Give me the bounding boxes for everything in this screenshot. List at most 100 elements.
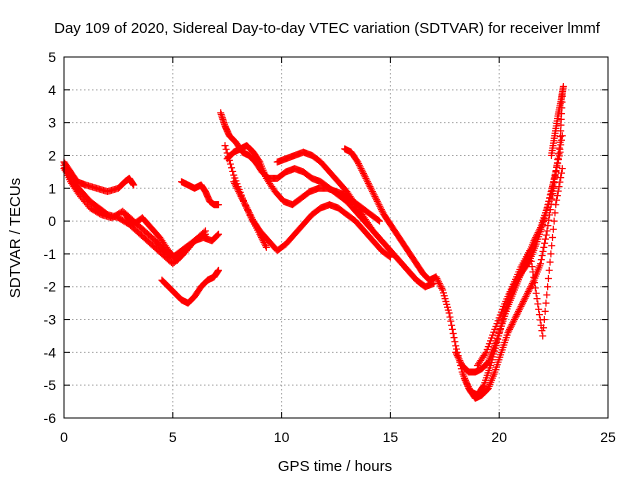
data-point xyxy=(463,380,471,388)
data-point xyxy=(557,174,565,182)
plot-frame xyxy=(63,56,609,419)
data-point xyxy=(462,378,470,386)
data-point xyxy=(224,153,232,161)
data-point xyxy=(558,165,566,173)
x-tick-label: 0 xyxy=(60,429,68,445)
data-point xyxy=(542,231,550,239)
axis-ticks: 0 5 10 15 20 25 -6 -5 -4 -3 -2 -1 0 1 2 3 4 5 xyxy=(44,49,616,445)
series-arc-16 xyxy=(547,83,567,159)
data-point xyxy=(464,381,472,389)
data-point xyxy=(529,268,537,276)
y-tick-label: -5 xyxy=(44,377,57,393)
data-point xyxy=(495,332,503,340)
data-point xyxy=(546,258,554,266)
data-point xyxy=(557,169,565,177)
y-tick-label: 2 xyxy=(48,147,56,163)
data-point xyxy=(461,376,469,384)
data-point xyxy=(554,187,562,195)
data-point xyxy=(376,217,384,225)
data-point xyxy=(509,319,517,327)
data-point xyxy=(448,325,456,333)
data-points xyxy=(60,83,567,402)
data-point xyxy=(456,357,464,365)
data-point xyxy=(451,338,459,346)
data-point xyxy=(513,311,521,319)
x-axis-label: GPS time / hours xyxy=(278,458,392,475)
data-point xyxy=(544,283,552,291)
data-point xyxy=(516,304,524,312)
data-point xyxy=(378,207,386,215)
series-arc-12 xyxy=(341,92,566,402)
data-point xyxy=(541,235,549,243)
data-point xyxy=(557,141,565,149)
data-point xyxy=(201,227,209,235)
data-point xyxy=(523,289,531,297)
data-point xyxy=(546,194,554,202)
data-point xyxy=(528,263,536,271)
grid-lines xyxy=(64,57,608,418)
data-point xyxy=(540,243,548,251)
y-tick-label: 0 xyxy=(48,213,56,229)
data-point xyxy=(452,348,460,356)
y-tick-label: 5 xyxy=(48,49,56,65)
data-point xyxy=(225,156,233,164)
data-point xyxy=(481,350,489,358)
data-point xyxy=(372,194,380,202)
data-point xyxy=(262,243,270,251)
data-point xyxy=(556,145,564,153)
data-point xyxy=(510,317,518,325)
data-point xyxy=(457,358,465,366)
data-point xyxy=(537,256,545,264)
data-point xyxy=(447,317,455,325)
data-point xyxy=(548,186,556,194)
y-tick-label: 1 xyxy=(48,180,56,196)
x-tick-label: 20 xyxy=(491,429,507,445)
data-point xyxy=(541,239,549,247)
data-point xyxy=(257,234,265,241)
data-point xyxy=(549,179,557,187)
data-point xyxy=(437,283,445,291)
data-point xyxy=(556,178,564,186)
data-point xyxy=(515,306,523,314)
data-point xyxy=(483,360,491,368)
series-arc-4 xyxy=(121,211,222,264)
data-point xyxy=(435,279,443,287)
data-point xyxy=(553,192,561,200)
data-point xyxy=(520,296,528,304)
data-point xyxy=(515,307,523,315)
data-point xyxy=(510,316,518,324)
data-point xyxy=(506,324,514,332)
data-point xyxy=(525,286,533,294)
data-point xyxy=(552,168,560,176)
data-point xyxy=(549,183,557,191)
data-point xyxy=(368,186,376,194)
data-point xyxy=(374,199,382,207)
data-point xyxy=(434,276,442,284)
data-point xyxy=(543,291,551,299)
data-point xyxy=(228,164,236,172)
data-point xyxy=(358,166,366,174)
data-point xyxy=(368,188,376,196)
series-arc-10 xyxy=(221,142,270,251)
data-point xyxy=(436,281,444,289)
data-point xyxy=(376,202,384,210)
data-point xyxy=(261,240,269,248)
y-tick-label: 3 xyxy=(48,115,56,131)
data-point xyxy=(523,291,531,299)
series-arc-6 xyxy=(178,178,222,209)
data-point xyxy=(547,190,555,198)
y-tick-label: -3 xyxy=(44,312,57,328)
data-point xyxy=(548,242,556,250)
data-point xyxy=(542,299,550,307)
data-point xyxy=(522,293,530,301)
data-point xyxy=(553,163,561,171)
x-tick-label: 10 xyxy=(274,429,290,445)
data-point xyxy=(559,83,567,91)
data-point xyxy=(479,382,487,390)
data-point xyxy=(555,183,563,191)
series-arc-15 xyxy=(473,165,566,369)
data-point xyxy=(558,132,566,140)
data-point xyxy=(508,320,516,328)
data-point xyxy=(356,163,364,171)
